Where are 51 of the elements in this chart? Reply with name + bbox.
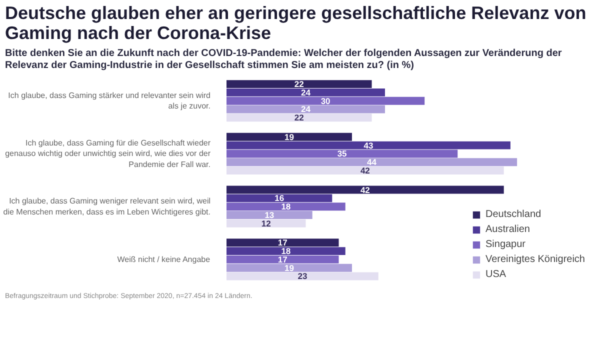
data-label: 18 (281, 246, 291, 256)
legend-label: USA (485, 268, 506, 280)
data-label: 30 (320, 95, 331, 106)
data-label: 43 (364, 140, 374, 150)
chart-subtitle: Bitte denken Sie an die Zukunft nach der COVID-19-Pandemie: Welcher der folgenden Aussagen zur Veränderung der Relevanz der Gaming-Industrie in der Gesellschaft stimmen Sie am meisten zu? (in %) (5, 48, 563, 72)
data-label: 35 (337, 148, 348, 158)
data-label: 23 (298, 270, 308, 281)
bar (226, 202, 346, 210)
data-label: 24 (301, 104, 311, 114)
bar (226, 185, 504, 194)
chart-title: Deutsche glauben eher an geringere gesellschaftliche Relevanz von Gaming nach der Corona-Krise (5, 3, 588, 44)
bar (226, 158, 518, 166)
bar (226, 272, 378, 280)
bar (226, 210, 312, 219)
bar (226, 140, 510, 149)
legend-label: Australien (485, 224, 530, 235)
legend-label: Deutschland (485, 208, 542, 220)
data-label: 18 (281, 201, 291, 212)
bar (226, 246, 346, 255)
bar (226, 166, 504, 174)
y-tick-label: Ich glaube, dass Gaming für die Gesellschaft wieder genauso wichtig oder unwichtig sein wird, wie dies vor der Pandemie der Fall war. (5, 138, 211, 169)
data-label: 16 (274, 192, 284, 203)
bar (226, 238, 339, 246)
bar (226, 194, 332, 202)
bar (226, 80, 372, 88)
data-label: 22 (294, 112, 304, 122)
y-tick-label: Ich glaube, dass Gaming weniger relevant sein wird, weil die Menschen merken, dass es im Leben Wichtigeres gibt. (3, 196, 211, 216)
data-label: 12 (261, 218, 272, 228)
bar (226, 96, 425, 104)
data-label: 24 (301, 87, 311, 98)
y-tick-label: Weiß nicht / keine Angabe (117, 254, 211, 264)
y-tick-label: Ich glaube, dass Gaming stärker und relevanter sein wird als je zuvor. (8, 90, 211, 110)
bar (226, 132, 352, 141)
data-label: 19 (284, 262, 294, 272)
data-label: 42 (360, 184, 370, 194)
bar (226, 149, 458, 158)
bar (226, 218, 306, 227)
data-label: 17 (278, 254, 288, 264)
legend-label: Vereinigtes Königreich (485, 254, 585, 265)
data-label: 22 (294, 78, 304, 89)
legend-label: Singapur (485, 238, 526, 250)
bar (226, 255, 339, 264)
bar (226, 88, 385, 96)
bar (226, 104, 385, 113)
data-label: 19 (284, 132, 294, 142)
data-label: 44 (367, 156, 377, 167)
data-label: 13 (264, 210, 274, 220)
bar (226, 263, 352, 272)
data-label: 42 (360, 165, 370, 176)
data-label: 17 (278, 237, 288, 248)
bar (226, 113, 372, 122)
